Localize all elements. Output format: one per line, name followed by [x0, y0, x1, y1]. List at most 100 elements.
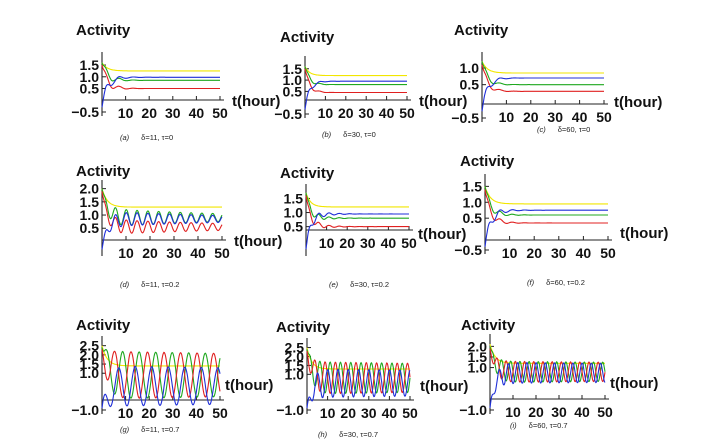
panel-h-xtick-label-3: 40 [382, 405, 398, 421]
panel-g-ytick-label-4: −1.0 [71, 402, 99, 418]
panel-d-xtick-label-0: 10 [118, 245, 134, 261]
panel-e-xtick-label-1: 20 [339, 235, 355, 251]
panel-a-xtick-label-2: 30 [165, 105, 181, 121]
panel-c-xtick-label-3: 40 [572, 109, 588, 125]
panel-f-series-red [484, 189, 608, 224]
panel-i-xtick-label-3: 40 [574, 404, 590, 420]
panel-e-ylabel: Activity [280, 165, 335, 182]
panel-h-ylabel: Activity [276, 319, 331, 336]
panel-c-series-red [481, 64, 604, 92]
panel-f-caption: (f) δ=60, τ=0.2 [527, 278, 585, 287]
panel-c-ytick-label-2: −0.5 [451, 110, 479, 126]
panel-g-xtick-label-0: 10 [118, 405, 134, 421]
panel-a-series-green [101, 62, 220, 82]
panel-c-ytick-label-1: 0.5 [460, 77, 480, 93]
panel-f-series-yellow [484, 186, 608, 205]
panel-f-xtick-label-1: 20 [526, 245, 542, 261]
panel-c-ylabel: Activity [454, 22, 509, 39]
panel-h-xlabel: t(hour) [420, 378, 468, 395]
panel-i-xlabel: t(hour) [610, 375, 658, 392]
panel-b-ytick-label-1: 1.0 [283, 72, 303, 88]
panel-i-series-red [489, 348, 606, 383]
panel-a-ytick-label-2: 0.5 [80, 81, 100, 97]
panel-g-ytick-label-0: 2.5 [80, 338, 100, 354]
panel-b-ylabel: Activity [280, 29, 335, 46]
panel-e-series-yellow [305, 192, 409, 208]
panel-f-xtick-label-0: 10 [502, 245, 518, 261]
panel-c-xtick-label-1: 20 [523, 109, 539, 125]
panel-d-ytick-label-0: 2.0 [80, 181, 100, 197]
panel-b-ytick-label-3: −0.5 [274, 106, 302, 122]
panel-c-caption: (c) δ=60, τ=0 [537, 125, 590, 134]
panel-c-xlabel: t(hour) [614, 94, 662, 111]
panel-e-series-red [305, 195, 409, 229]
panel-a-xlabel: t(hour) [232, 93, 280, 110]
panel-a-ytick-label-1: 1.0 [80, 69, 100, 85]
panel-g-ylabel: Activity [76, 317, 131, 334]
panel-d-caption: (d) δ=11, τ=0.2 [120, 280, 179, 289]
panel-e-series-green [305, 192, 409, 220]
panel-g-caption: (g) δ=11, τ=0.7 [120, 425, 179, 434]
panel-g-ytick-label-2: 1.5 [80, 356, 100, 372]
panel-d-series-red [101, 191, 223, 234]
panel-d-series-yellow [101, 188, 222, 208]
panel-a-caption: (a) δ=11, τ=0 [120, 133, 173, 142]
panel-d-xtick-label-4: 50 [214, 245, 230, 261]
panel-e-xtick-label-4: 50 [401, 235, 417, 251]
panel-g-xtick-label-1: 20 [141, 405, 157, 421]
panel-f-series-green [484, 186, 608, 217]
panel-i-ytick-label-0: 2.0 [468, 338, 488, 354]
panel-f-series-blue [484, 209, 608, 247]
panel-i-ytick-label-2: 1.0 [468, 360, 488, 376]
panel-b-xlabel: t(hour) [419, 93, 467, 110]
panel-i-xtick-label-1: 20 [528, 404, 544, 420]
panel-e-xtick-label-2: 30 [360, 235, 376, 251]
panel-g-series-blue [101, 366, 221, 409]
panel-i-series-yellow [489, 344, 605, 364]
panel-b-ytick-label-0: 1.5 [283, 61, 303, 77]
panel-f-xlabel: t(hour) [620, 225, 668, 242]
panel-b-ytick-label-2: 0.5 [283, 83, 303, 99]
panel-d-ytick-label-1: 1.5 [80, 194, 100, 210]
panel-c-ytick-label-0: 1.0 [460, 60, 480, 76]
panel-b-series-blue [304, 80, 407, 110]
panel-f-ytick-label-2: 0.5 [463, 210, 483, 226]
panel-i-series-blue [489, 361, 606, 408]
panel-b-xtick-label-4: 50 [399, 105, 415, 121]
panel-d-xtick-label-3: 40 [190, 245, 206, 261]
panel-g-xtick-label-4: 50 [212, 405, 228, 421]
panel-i-ylabel: Activity [461, 317, 516, 334]
panel-g-xtick-label-3: 40 [189, 405, 205, 421]
panel-a-xtick-label-4: 50 [212, 105, 228, 121]
panel-f-xtick-label-2: 30 [551, 245, 567, 261]
panel-i-ytick-label-1: 1.5 [468, 349, 488, 365]
panel-h-xtick-label-2: 30 [361, 405, 377, 421]
panel-a-series-red [101, 64, 220, 90]
panel-i-xtick-label-4: 50 [597, 404, 613, 420]
panel-a-ytick-label-3: −0.5 [71, 104, 99, 120]
panel-e-xlabel: t(hour) [418, 226, 466, 243]
panel-h-ytick-label-4: −1.0 [276, 402, 304, 418]
panel-e-ytick-label-1: 1.0 [284, 205, 304, 221]
panel-h-ytick-label-2: 1.5 [285, 357, 305, 373]
panel-h-xtick-label-0: 10 [320, 405, 336, 421]
panel-d-xtick-label-1: 20 [142, 245, 158, 261]
panel-a-xtick-label-1: 20 [141, 105, 157, 121]
panel-c-series-yellow [481, 61, 604, 74]
panel-i-caption: (i) δ=60, τ=0.7 [510, 421, 568, 430]
panel-i-ytick-label-3: −1.0 [459, 402, 487, 418]
panel-h-series-blue [306, 368, 411, 409]
panel-a-xtick-label-3: 40 [189, 105, 205, 121]
panel-i-xtick-label-2: 30 [551, 404, 567, 420]
panel-c-series-green [481, 61, 604, 86]
panel-h-ytick-label-1: 2.0 [285, 348, 305, 364]
panel-d-xtick-label-2: 30 [166, 245, 182, 261]
panel-h-caption: (h) δ=30, τ=0.7 [318, 430, 378, 439]
panel-e-xtick-label-3: 40 [381, 235, 397, 251]
panel-b-series-red [304, 68, 407, 94]
panel-d-xlabel: t(hour) [234, 233, 282, 250]
panel-d-ylabel: Activity [76, 163, 131, 180]
panel-f-ytick-label-3: −0.5 [454, 242, 482, 258]
panel-h-ytick-label-3: 1.0 [285, 366, 305, 382]
